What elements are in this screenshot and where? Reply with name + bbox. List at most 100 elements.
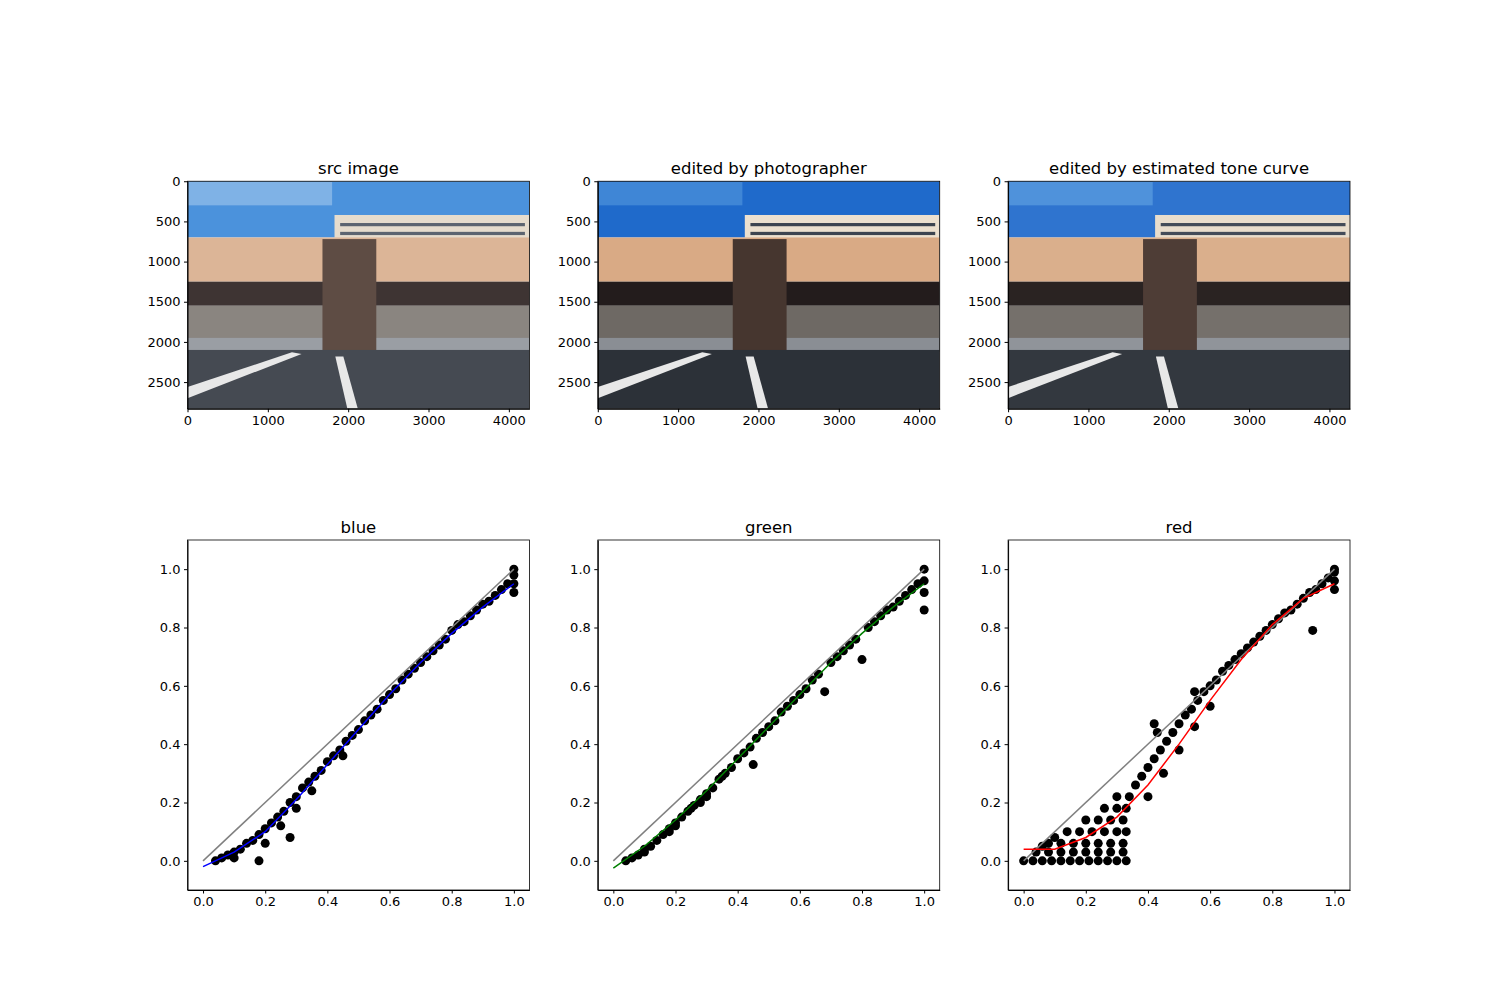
tick-label: 1.0 [980,562,1001,577]
scatter-point [1330,585,1339,594]
scatter-point [1063,827,1072,836]
chart-title: blue [341,518,377,537]
tick: 0.4 [570,737,598,752]
tick-mark [613,890,614,894]
tick: 0.6 [1200,890,1221,909]
tick: 1.0 [504,890,525,909]
scatter-point [1103,856,1112,865]
photo-windows [1161,232,1346,235]
plot-frame [1008,540,1350,890]
photo-windows [340,232,525,235]
curve [613,584,924,868]
tick-mark [594,302,598,303]
scatter-point [1150,719,1159,728]
tick: 1500 [968,294,1008,309]
tick-mark [203,890,204,894]
tick-label: 0.4 [318,894,339,909]
scatter-point [1056,848,1065,857]
plot-area [1019,565,1339,866]
tick-label: 0.6 [790,894,811,909]
tick-mark [758,409,759,413]
tick-mark [594,861,598,862]
scatter-point [1094,856,1103,865]
tick: 500 [156,214,188,229]
photo-windows [750,232,935,235]
chart-title: red [1166,518,1193,537]
tick-mark [1005,861,1009,862]
tick: 1.0 [160,562,188,577]
tick-mark [452,890,453,894]
scatter-point [920,606,929,615]
tick-label: 3000 [823,413,856,428]
tick-mark [184,221,188,222]
photo-road [598,350,940,409]
tick-mark [268,409,269,413]
tick-label: 0.6 [980,678,1001,693]
tick-mark [800,890,801,894]
curve [1024,569,1335,861]
scatter-point [1112,804,1121,813]
curve [203,569,514,861]
tick-label: 1000 [662,413,695,428]
tick-mark [1148,890,1149,894]
photo-road [1008,350,1350,409]
tick: 0.2 [1076,890,1097,909]
tick-label: 1000 [968,254,1001,269]
tick-mark [184,569,188,570]
photo-pillar [322,239,376,351]
tick-mark [924,890,925,894]
tick: 2000 [147,335,187,350]
scatter-point [1159,769,1168,778]
image-panel: 0100020003000400005001000150020002500edi… [968,159,1351,428]
tick-label: 0 [184,413,192,428]
photo-road-marking [746,356,768,408]
curve [613,569,924,861]
tick: 0.4 [160,737,188,752]
tick-mark [1005,221,1009,222]
tick-mark [1329,409,1330,413]
tick-mark [184,803,188,804]
tick-label: 0.4 [570,737,591,752]
tick: 1000 [1072,409,1105,428]
image-panel: 0100020003000400005001000150020002500edi… [558,159,941,428]
photo-windows [1161,223,1346,226]
scatter-panel: 0.00.20.40.60.81.00.00.20.40.60.81.0blue [160,518,530,909]
tick-mark [1005,628,1009,629]
tick: 4000 [1313,409,1346,428]
tick-mark [184,861,188,862]
photo-pillar [1143,239,1197,351]
scatter-point [1094,848,1103,857]
tick-label: 0.2 [666,894,687,909]
tick-mark [1334,890,1335,894]
tick-label: 1000 [252,413,285,428]
plot-frame [598,181,940,409]
chart-title: edited by photographer [671,159,867,178]
scatter-point [1106,839,1115,848]
tick-mark [1005,569,1009,570]
tick-label: 2000 [742,413,775,428]
tick: 0.0 [193,890,214,909]
tick: 4000 [493,409,526,428]
tick-label: 2000 [147,335,180,350]
tick: 0.8 [980,620,1008,635]
tick-label: 4000 [493,413,526,428]
tick: 0.6 [160,678,188,693]
scatter-point [920,588,929,597]
tick-label: 0.2 [570,795,591,810]
tick-mark [429,409,430,413]
tick-label: 2500 [558,375,591,390]
tick: 0.2 [255,890,276,909]
tick-label: 0.6 [1200,894,1221,909]
tick-mark [839,409,840,413]
tick-label: 0.8 [1262,894,1283,909]
figure: 0100020003000400005001000150020002500src… [0,0,1500,1000]
tick-label: 1500 [147,294,180,309]
chart-title: green [745,518,793,537]
tick-label: 500 [976,214,1001,229]
scatter-point [338,751,347,760]
tick: 0.8 [160,620,188,635]
tick-label: 4000 [1313,413,1346,428]
tick-mark [862,890,863,894]
scatter-point [1119,816,1128,825]
chart-title: edited by estimated tone curve [1049,159,1309,178]
